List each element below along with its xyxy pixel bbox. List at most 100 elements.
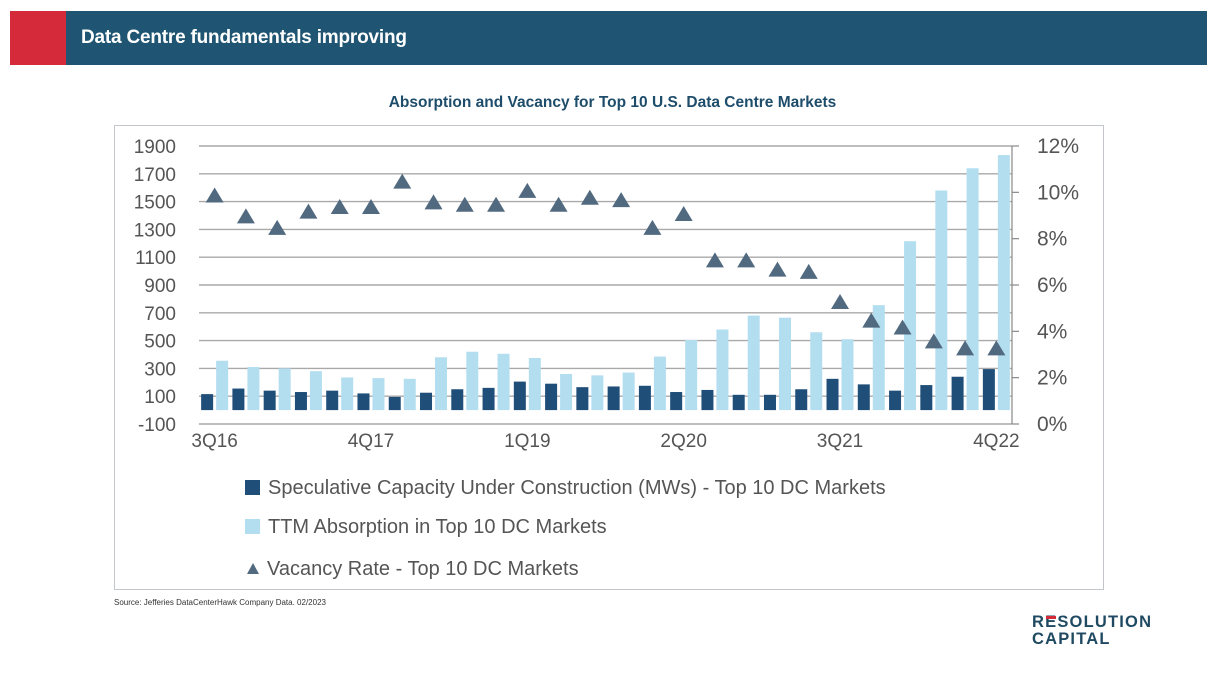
x-tick-label: 3Q21 [817,431,863,452]
x-tick-label: 1Q19 [504,431,550,452]
bar-speculative-capacity [638,385,651,411]
x-tick-label: 2Q20 [660,431,706,452]
y-tick-label: 500 [144,332,176,353]
bar-speculative-capacity [357,393,370,411]
y2-tick-label: 4% [1037,320,1067,343]
bar-ttm-absorption [435,357,448,411]
bar-ttm-absorption [872,305,885,411]
y-tick-label: 1900 [134,137,176,158]
bar-speculative-capacity [201,394,214,411]
vacancy-marker [674,206,693,221]
slide-header: Data Centre fundamentals improving [10,11,1207,65]
bar-ttm-absorption [841,339,854,411]
vacancy-marker [580,189,599,205]
vacancy-marker [361,199,380,215]
bar-speculative-capacity [763,394,776,411]
y-tick-label: 700 [144,304,176,325]
legend-item-vacancy-rate: Vacancy Rate - Top 10 DC Markets [245,557,579,581]
bar-speculative-capacity [701,389,714,411]
bar-speculative-capacity [420,392,433,411]
logo-line-2: CAPITAL [1032,630,1111,648]
bar-speculative-capacity [294,392,307,411]
logo-line-1: RESOLUTION [1032,613,1153,631]
vacancy-marker [987,340,1006,356]
y-tick-label: 1100 [135,248,176,269]
bar-ttm-absorption [685,339,698,411]
y2-tick-label: 2% [1037,367,1067,390]
bar-ttm-absorption [622,372,635,411]
y-tick-label: 1300 [134,220,176,241]
legend-swatch-dark-blue-icon [245,479,260,495]
x-tick-label: 4Q22 [973,431,1019,452]
y2-tick-label: 0% [1037,413,1067,436]
bar-ttm-absorption [653,356,666,411]
bar-ttm-absorption [778,317,791,411]
bar-ttm-absorption [966,168,979,411]
vacancy-marker [549,196,568,212]
vacancy-marker [768,261,787,277]
bar-speculative-capacity [263,390,276,411]
vacancy-marker [268,219,287,235]
vacancy-marker [737,252,756,268]
vacancy-marker [612,192,631,208]
bar-speculative-capacity [545,383,558,411]
bar-ttm-absorption [497,353,510,411]
y-tick-label: 1700 [134,165,176,186]
vacancy-marker [299,203,318,219]
bar-speculative-capacity [920,385,933,411]
y-tick-label: 300 [144,359,176,380]
bar-ttm-absorption [309,371,322,411]
resolution-capital-logo: RESOLUTION CAPITAL [1032,614,1152,648]
bar-speculative-capacity [857,384,870,411]
vacancy-marker [330,199,349,215]
bar-ttm-absorption [560,373,573,411]
vacancy-marker [424,194,443,210]
bar-speculative-capacity [670,392,683,411]
y-tick-label: 900 [144,276,176,297]
legend-label: Vacancy Rate - Top 10 DC Markets [267,558,579,580]
legend-swatch-light-blue-icon [245,518,260,534]
bar-speculative-capacity [732,394,745,411]
bar-ttm-absorption [997,155,1010,411]
bar-ttm-absorption [528,357,541,411]
bar-speculative-capacity [795,389,808,411]
vacancy-marker [236,208,255,224]
vacancy-marker [643,219,662,235]
legend-label: TTM Absorption in Top 10 DC Markets [268,516,607,538]
bar-speculative-capacity [889,390,902,411]
bar-speculative-capacity [607,386,620,411]
vacancy-marker [487,196,506,212]
bar-ttm-absorption [247,367,260,411]
bar-ttm-absorption [935,190,948,411]
y-tick-label: 1500 [134,193,176,214]
y2-tick-label: 8% [1037,228,1067,251]
legend-item-speculative-capacity: Speculative Capacity Under Construction … [245,476,886,500]
vacancy-marker [455,196,474,212]
bar-speculative-capacity [513,381,526,411]
vacancy-marker [862,312,881,328]
bar-speculative-capacity [451,389,464,411]
bar-ttm-absorption [466,351,479,411]
bar-speculative-capacity [951,376,964,411]
bar-speculative-capacity [482,387,495,411]
bar-ttm-absorption [216,360,229,411]
bar-speculative-capacity [232,388,245,411]
chart-frame [114,125,1104,590]
y2-tick-label: 6% [1037,274,1067,297]
source-note: Source: Jefferies DataCenterHawk Company… [114,598,326,607]
axes: -100 100 300 500 700 900 1100 1300 1500 1700 1900 0… [134,135,1079,452]
slide-title: Data Centre fundamentals improving [81,27,407,48]
legend-label: Speculative Capacity Under Construction … [268,477,886,499]
bar-ttm-absorption [810,332,823,411]
y2-tick-label: 10% [1037,181,1079,204]
y-tick-label: 100 [144,387,176,408]
vacancy-marker [956,340,975,356]
vacancy-marker [924,333,943,349]
x-tick-label: 4Q17 [348,431,394,452]
bar-ttm-absorption [716,329,729,411]
vacancy-marker [393,173,412,189]
bar-ttm-absorption [403,378,416,411]
bar-ttm-absorption [341,377,354,411]
vacancy-marker [705,252,724,268]
